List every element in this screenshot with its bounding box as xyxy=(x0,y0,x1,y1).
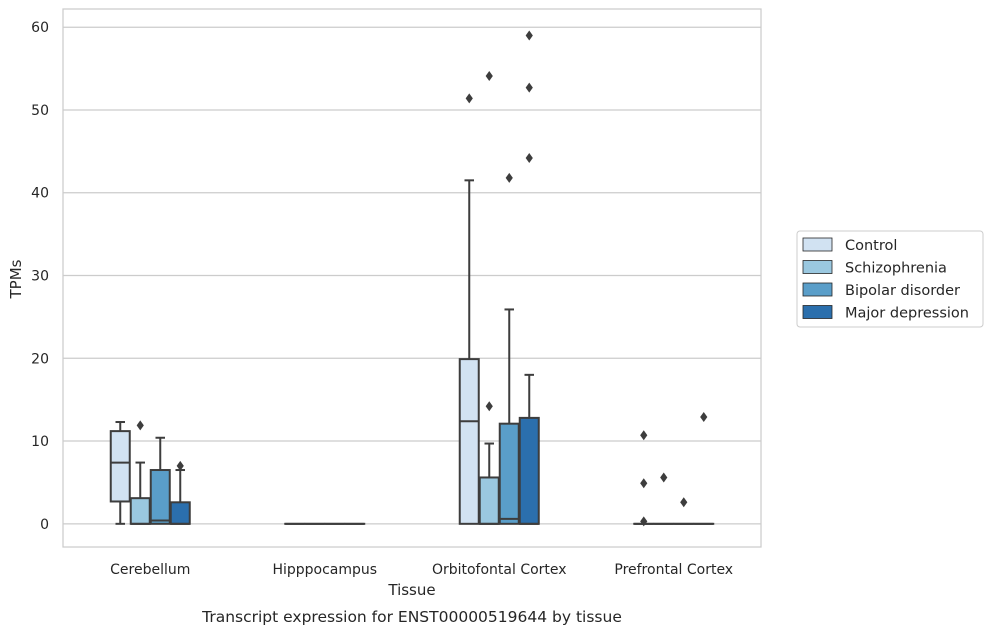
legend-label: Bipolar disorder xyxy=(845,283,960,299)
legend-label: Schizophrenia xyxy=(845,261,947,277)
outlier-point xyxy=(465,93,473,104)
y-tick-label: 0 xyxy=(40,517,49,533)
box-body xyxy=(129,497,151,525)
outlier-point xyxy=(485,401,493,412)
outlier-point xyxy=(640,516,648,527)
box-layer xyxy=(109,30,715,527)
outlier-point xyxy=(640,430,648,441)
outlier-point xyxy=(136,420,144,431)
box-body xyxy=(478,476,500,525)
x-tick-label: Cerebellum xyxy=(110,562,190,578)
grid-lines xyxy=(63,26,761,525)
box-body xyxy=(149,469,171,525)
outlier-point xyxy=(700,412,708,423)
box-body xyxy=(169,501,191,525)
x-tick-labels: Cerebellum Hipppocampus Orbitofontal Corte… xyxy=(110,562,733,578)
legend: Control Schizophrenia Bipolar disorder Majo… xyxy=(796,230,984,328)
x-tick-label: Hipppocampus xyxy=(272,562,377,578)
outlier-point xyxy=(640,478,648,489)
legend-swatch xyxy=(802,237,833,252)
legend-label: Major depression xyxy=(845,306,969,322)
box-0-2 xyxy=(149,436,171,525)
y-tick-label: 30 xyxy=(31,269,49,285)
x-axis-title: Tissue xyxy=(387,581,435,599)
legend-item: Control xyxy=(802,237,897,254)
legend-swatch xyxy=(802,305,833,319)
box-3-3 xyxy=(693,412,715,525)
outlier-point xyxy=(505,172,513,183)
legend-label: Control xyxy=(845,238,897,254)
box-body xyxy=(498,422,520,525)
outlier-point xyxy=(176,460,184,471)
y-tick-label: 40 xyxy=(31,186,49,202)
legend-item: Bipolar disorder xyxy=(802,282,960,299)
box-2-0 xyxy=(458,93,480,525)
outlier-point xyxy=(525,30,533,41)
y-tick-label: 50 xyxy=(31,103,49,119)
box-3-2 xyxy=(673,497,695,525)
box-0-0 xyxy=(109,421,131,525)
y-tick-label: 60 xyxy=(31,20,49,36)
outlier-point xyxy=(525,152,533,163)
legend-frame xyxy=(796,230,984,328)
outlier-point xyxy=(660,472,668,483)
legend-item: Major depression xyxy=(802,305,969,322)
box-2-3 xyxy=(518,30,540,525)
y-tick-labels: 0 10 20 30 40 50 60 xyxy=(31,20,49,533)
legend-item: Schizophrenia xyxy=(802,260,947,277)
legend-swatch xyxy=(802,260,833,274)
x-tick-label: Prefrontal Cortex xyxy=(614,562,733,578)
chart-caption: Transcript expression for ENST0000051964… xyxy=(201,608,622,626)
y-tick-label: 20 xyxy=(31,351,49,367)
box-body xyxy=(458,358,480,525)
outlier-point xyxy=(525,82,533,93)
box-0-3 xyxy=(169,460,191,525)
plot-area xyxy=(63,9,761,547)
x-tick-label: Orbitofontal Cortex xyxy=(432,562,567,578)
y-tick-label: 10 xyxy=(31,434,49,450)
box-body xyxy=(109,430,131,503)
legend-swatch xyxy=(802,282,833,297)
box-body xyxy=(518,416,540,525)
outlier-point xyxy=(485,71,493,82)
y-axis-title: TPMs xyxy=(7,259,25,299)
plot-frame xyxy=(62,8,762,548)
outlier-point xyxy=(680,497,688,508)
